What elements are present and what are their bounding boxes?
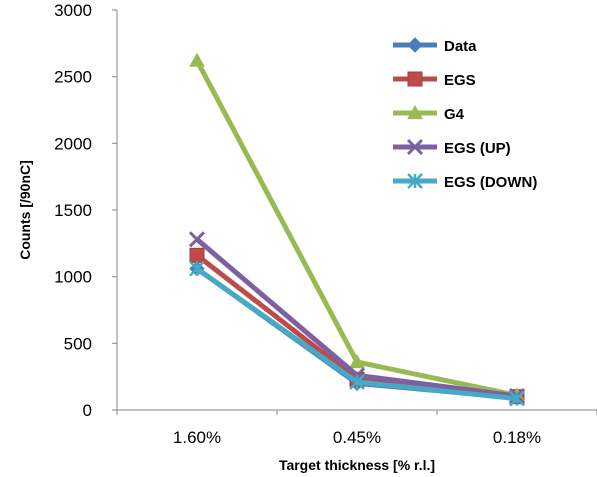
data-point-egs-up [188, 231, 206, 248]
legend-marker [407, 104, 423, 120]
series-line-g4 [194, 59, 518, 398]
data-point-egs-down [349, 374, 365, 390]
legend-marker [406, 138, 424, 156]
legend-item-egs-down: EGS (DOWN) [393, 173, 537, 191]
data-point-egs-down [509, 390, 525, 407]
legend-marker [407, 37, 423, 53]
series-line-egs-up [195, 237, 518, 399]
x-tick-label: 1.60% [173, 428, 221, 447]
y-tick-label: 1000 [54, 268, 92, 287]
data-point-egs-down [189, 260, 205, 277]
legend-label: EGS [444, 72, 476, 89]
x-axis-label: Target thickness [% r.l.] [279, 457, 435, 473]
y-tick-label: 0 [83, 401, 92, 420]
legend-label: EGS (UP) [444, 140, 511, 157]
legend-item-g4: G4 [393, 104, 465, 123]
series-egs-down [189, 260, 525, 407]
data-point-g4 [189, 52, 205, 67]
series-group [188, 52, 526, 407]
y-tick-label: 500 [64, 334, 92, 353]
y-tick-label: 2000 [54, 134, 92, 153]
y-tick-label: 1500 [54, 201, 92, 220]
y-ticks: 0 500 1000 1500 2000 2500 3000 [54, 1, 117, 420]
legend-marker [407, 173, 423, 189]
axes [116, 10, 597, 411]
legend-item-data: Data [393, 37, 477, 55]
legend-marker [407, 71, 423, 87]
x-tick-label: 0.45% [333, 428, 381, 447]
data-point-egs [189, 247, 205, 263]
x-tick-label: 0.18% [493, 428, 541, 447]
legend-label: EGS (DOWN) [444, 174, 537, 191]
x-ticks: 1.60% 0.45% 0.18% [116, 410, 597, 447]
data-point-g4 [349, 353, 365, 369]
y-tick-label: 2500 [54, 68, 92, 87]
legend-item-egs-up: EGS (UP) [393, 138, 511, 157]
legend-label: Data [444, 38, 477, 55]
legend-item-egs: EGS [393, 71, 476, 89]
series-g4 [189, 52, 525, 402]
legend: Data EGS G4 EGS (UP) EGS (DOWN) [393, 37, 537, 191]
legend-label: G4 [444, 106, 465, 123]
y-axis-label: Counts [/90nC] [17, 160, 33, 260]
y-tick-label: 3000 [54, 1, 92, 20]
